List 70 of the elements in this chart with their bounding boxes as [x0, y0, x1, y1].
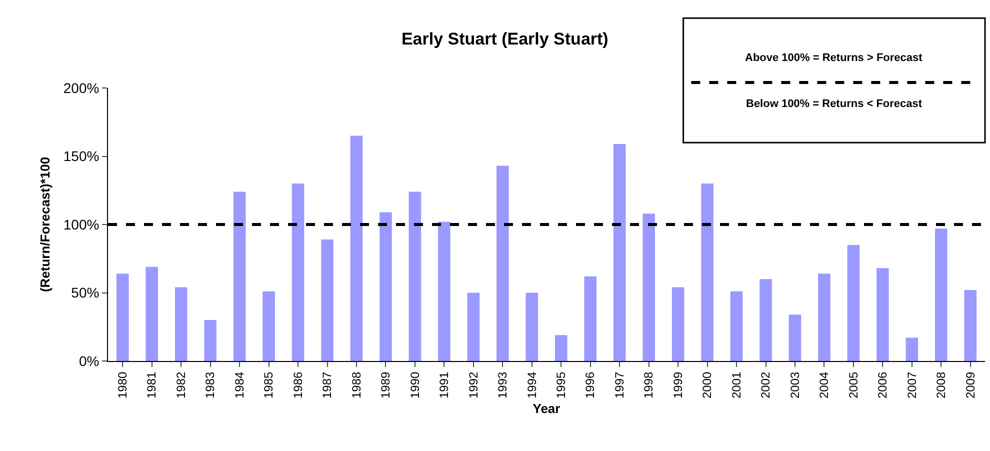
x-tick-label: 1985: [262, 371, 276, 399]
bar: [408, 192, 422, 361]
x-tick-label: 1994: [524, 371, 539, 399]
bar: [174, 287, 188, 361]
bar: [760, 279, 772, 361]
x-tick-label: 1986: [290, 371, 305, 399]
bar: [262, 291, 275, 361]
bar: [116, 274, 129, 361]
x-tick-label: 2005: [846, 371, 860, 399]
bar: [788, 314, 802, 361]
y-axis-title: (Return/Forecast)*100: [37, 156, 52, 292]
x-tick-label: 2003: [788, 371, 802, 399]
y-tick-label: 50%: [71, 284, 100, 301]
bar: [204, 320, 216, 361]
x-tick-label: 2004: [817, 371, 832, 399]
bar: [906, 338, 918, 361]
bar: [584, 276, 596, 361]
bar: [613, 144, 626, 361]
bar: [818, 274, 830, 361]
annotation: Below 100% = Returns < Forecast: [746, 98, 922, 110]
x-tick-label: 2008: [934, 371, 948, 399]
x-tick-label: 1995: [554, 371, 568, 399]
x-tick-label: 2002: [758, 371, 773, 399]
y-tick-label: 200%: [63, 80, 100, 96]
bar: [730, 291, 743, 361]
x-tick-label: 2007: [904, 371, 919, 399]
x-tick-label: 1992: [466, 371, 480, 399]
x-tick-label: 1997: [612, 371, 626, 399]
y-tick-label: 100%: [63, 216, 100, 232]
x-tick-label: 2006: [876, 371, 890, 399]
bar: [496, 166, 509, 361]
x-tick-label: 2000: [700, 371, 714, 399]
bar: [467, 292, 480, 361]
bar: [233, 192, 246, 361]
bar: [438, 222, 450, 361]
x-tick-label: 1989: [378, 371, 393, 399]
x-tick-label: 1987: [320, 371, 334, 399]
bar: [146, 266, 158, 361]
chart-title: Early Stuart (Early Stuart): [401, 29, 608, 48]
y-tick-label: 0%: [78, 352, 100, 369]
bar: [847, 244, 860, 361]
x-tick-label: 1996: [583, 371, 598, 399]
x-tick-label: 1980: [116, 371, 130, 399]
x-tick-label: 1991: [437, 371, 452, 399]
x-tick-label: 1998: [642, 371, 656, 399]
bar: [964, 290, 977, 361]
bar: [642, 214, 655, 361]
bar: [701, 184, 714, 361]
bar: [554, 335, 568, 361]
text: Above 100% = Returns > Forecast: [745, 52, 923, 64]
x-axis-title: Year: [532, 401, 560, 416]
x-tick-label: 1993: [496, 371, 510, 399]
bar: [526, 292, 538, 361]
x-tick-label: 2009: [963, 371, 978, 399]
x-tick-label: 2001: [729, 371, 744, 399]
x-tick-label: 1990: [408, 371, 422, 399]
bar: [321, 240, 334, 361]
bar: [350, 136, 363, 361]
x-tick-label: 1981: [144, 371, 159, 399]
x-tick-label: 1982: [174, 371, 188, 399]
x-tick-label: 1984: [232, 371, 246, 399]
bar: [876, 268, 889, 361]
bar: [292, 184, 304, 361]
bar: [672, 287, 684, 361]
x-tick-label: 1988: [349, 371, 364, 399]
x-tick-label: 1983: [203, 371, 218, 399]
y-tick-label: 150%: [63, 148, 100, 164]
bar: [380, 212, 392, 361]
bar: [935, 228, 948, 361]
x-tick-label: 1999: [670, 371, 685, 399]
